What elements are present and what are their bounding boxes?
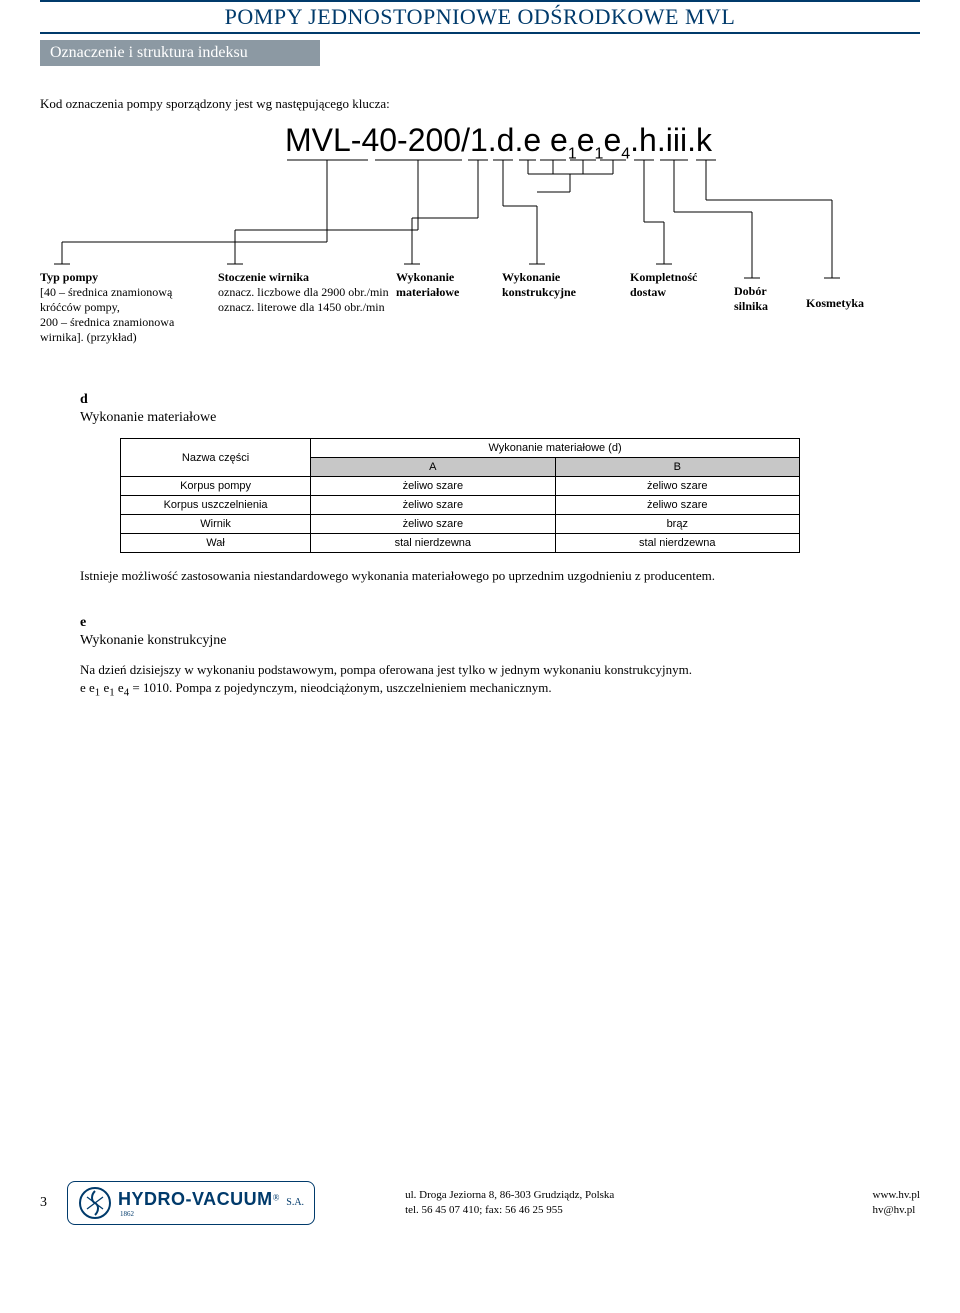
table-row: Wał stal nierdzewna stal nierdzewna — [121, 534, 800, 553]
th-col-b: B — [555, 458, 799, 477]
intro-text: Kod oznaczenia pompy sporządzony jest wg… — [40, 96, 920, 112]
th-nazwa: Nazwa części — [121, 439, 311, 477]
table-row: Korpus pompy żeliwo szare żeliwo szare — [121, 477, 800, 496]
section-e: e Wykonanie konstrukcyjne Na dzień dzisi… — [80, 615, 880, 701]
material-table: Nazwa części Wykonanie materiałowe (d) A… — [120, 438, 800, 553]
section-e-p2: e e1 e1 e4 = 1010. Pompa z pojedynczym, … — [80, 679, 840, 701]
section-e-p1: Na dzień dzisiejszy w wykonaniu podstawo… — [80, 661, 840, 679]
logo-year: 1862 — [120, 1210, 304, 1218]
section-d-note: Istnieje możliwość zastosowania niestand… — [80, 567, 840, 585]
th-wyk: Wykonanie materiałowe (d) — [311, 439, 800, 458]
footer-contact: www.hv.pl hv@hv.pl — [873, 1188, 920, 1218]
label-cosmetics: Kosmetyka — [806, 296, 864, 311]
section-d-letter: d — [80, 392, 120, 408]
table-row: Wirnik żeliwo szare brąz — [121, 515, 800, 534]
section-d-heading: Wykonanie materiałowe — [80, 410, 840, 426]
logo-sa: S.A. — [286, 1197, 304, 1208]
footer-address: ul. Droga Jeziorna 8, 86-303 Grudziądz, … — [405, 1188, 872, 1218]
logo-icon — [78, 1186, 112, 1220]
logo-r: ® — [273, 1192, 280, 1202]
th-col-a: A — [311, 458, 555, 477]
logo: HYDRO-VACUUM® S.A. 1862 — [67, 1181, 315, 1225]
label-impeller: Stoczenie wirnika oznacz. liczbowe dla 2… — [218, 270, 408, 315]
label-material: Wykonanie materiałowe — [396, 270, 486, 300]
label-motor: Dobór silnika — [734, 284, 804, 314]
label-construction: Wykonanie konstrukcyjne — [502, 270, 602, 300]
logo-text: HYDRO-VACUUM — [118, 1189, 273, 1209]
section-e-heading: Wykonanie konstrukcyjne — [80, 633, 840, 649]
footer: 3 HYDRO-VACUUM® S.A. 1862 ul. Droga Jezi… — [40, 1181, 920, 1225]
page-title: POMPY JEDNOSTOPNIOWE ODŚRODKOWE MVL — [40, 0, 920, 34]
label-completeness: Kompletność dostaw — [630, 270, 730, 300]
section-d: d Wykonanie materiałowe Nazwa części Wyk… — [80, 392, 880, 585]
label-pump-type: Typ pompy [40 – średnica znamionową króć… — [40, 270, 215, 345]
code-diagram: MVL-40-200/1.d.e e1e1e4.h.iii.k — [40, 122, 920, 362]
table-row: Korpus uszczelnienia żeliwo szare żeliwo… — [121, 496, 800, 515]
subtitle: Oznaczenie i struktura indeksu — [40, 40, 320, 66]
page-number: 3 — [40, 1195, 47, 1211]
section-e-letter: e — [80, 615, 120, 631]
